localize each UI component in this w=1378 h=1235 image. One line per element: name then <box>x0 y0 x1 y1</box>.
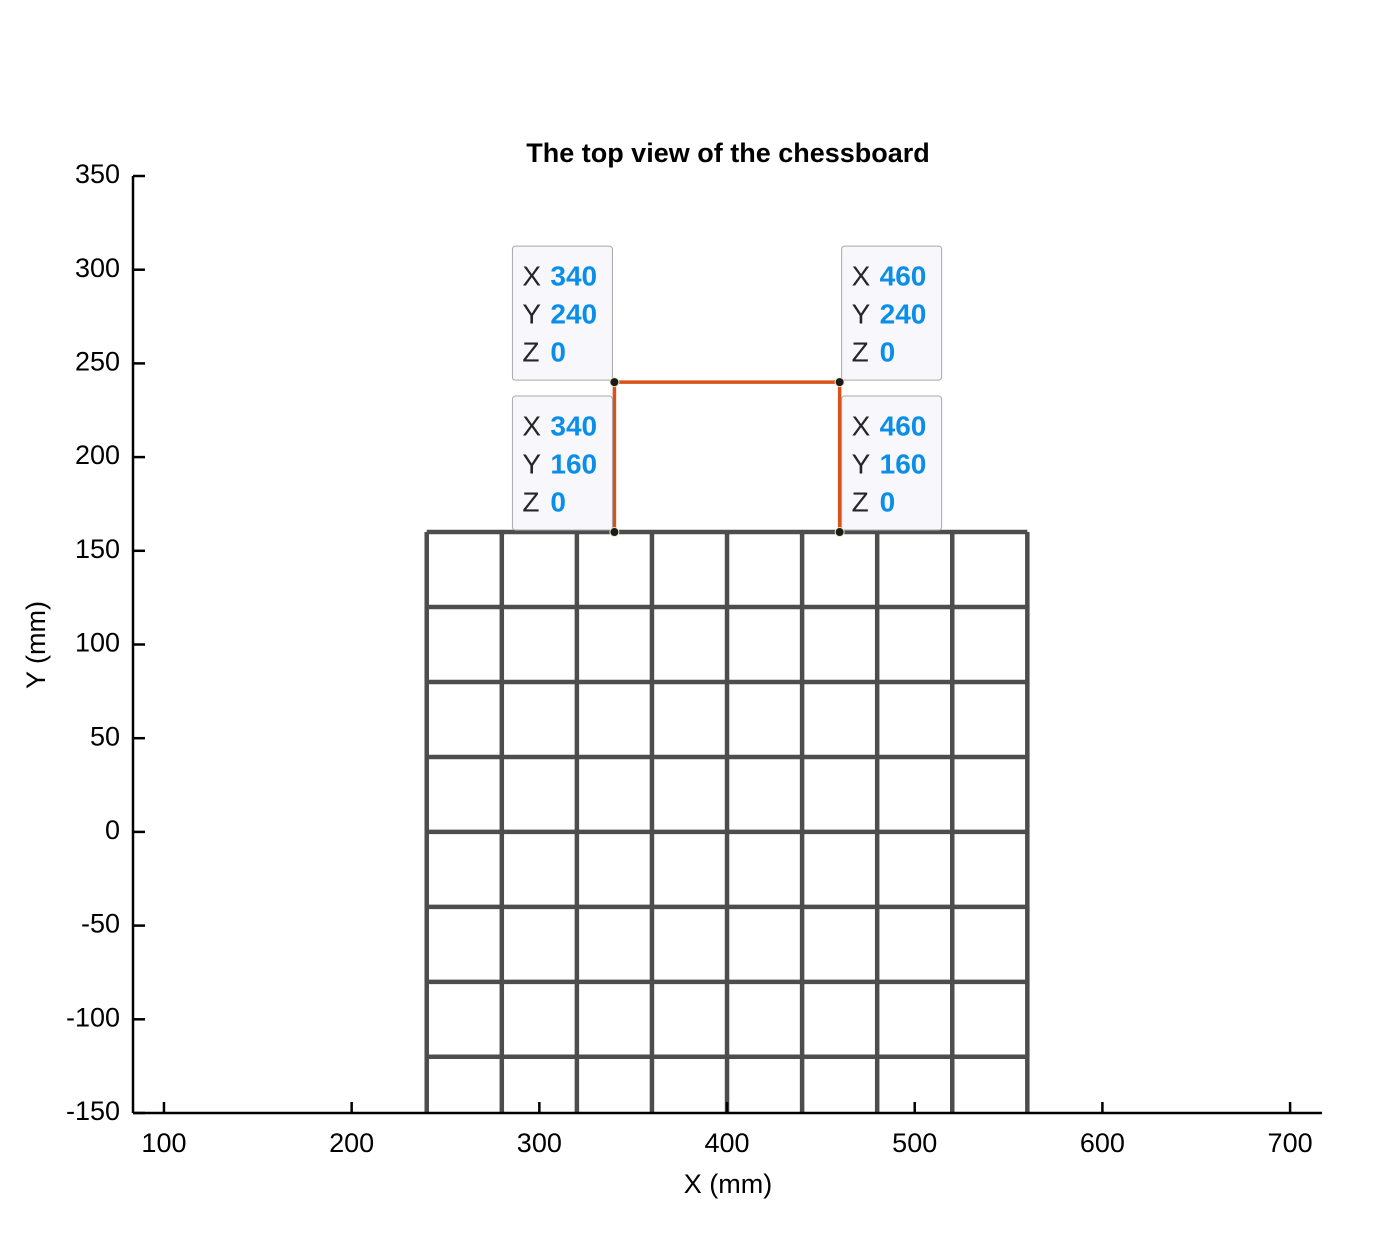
datatip-value: 160 <box>880 448 927 479</box>
datatip-label: X <box>852 261 871 292</box>
y-tick-label: 0 <box>105 815 120 845</box>
datatip-point <box>834 527 845 538</box>
datatip-value: 0 <box>880 337 896 368</box>
datatip-value: 240 <box>880 299 927 330</box>
datatip-value: 340 <box>550 410 597 441</box>
datatip-value: 0 <box>550 486 566 517</box>
datatip-label: Z <box>522 337 539 368</box>
datatip-point <box>609 527 620 538</box>
y-tick-label: 200 <box>75 440 120 470</box>
x-tick-label: 600 <box>1080 1128 1125 1158</box>
y-tick-label: 150 <box>75 534 120 564</box>
datatip-label: Y <box>852 448 871 479</box>
y-tick-label: 300 <box>75 253 120 283</box>
datatip-label: Z <box>522 486 539 517</box>
y-tick-label: -150 <box>66 1096 120 1126</box>
datatip-label: Y <box>852 299 871 330</box>
datatip-value: 340 <box>550 261 597 292</box>
y-tick-label: 100 <box>75 628 120 658</box>
datatip-box <box>511 395 613 531</box>
x-tick-label: 200 <box>329 1128 374 1158</box>
datatip-value: 160 <box>550 448 597 479</box>
datatip-point <box>609 377 620 388</box>
x-tick-label: 300 <box>517 1128 562 1158</box>
datatip-box <box>841 245 943 381</box>
datatip-point <box>834 377 845 388</box>
datatip-value: 460 <box>880 410 927 441</box>
datatip-label: X <box>522 261 541 292</box>
datatip-value: 0 <box>880 486 896 517</box>
datatip-label: X <box>852 410 871 441</box>
y-tick-label: -50 <box>81 909 120 939</box>
y-tick-label: 250 <box>75 347 120 377</box>
datatip-value: 460 <box>880 261 927 292</box>
path-line <box>612 380 842 533</box>
datatip-box <box>511 245 613 381</box>
datatip-value: 0 <box>550 337 566 368</box>
datatip-label: Z <box>852 337 869 368</box>
x-axis-label: X (mm) <box>684 1169 772 1199</box>
x-tick-label: 400 <box>704 1128 749 1158</box>
y-tick-label: 350 <box>75 159 120 189</box>
datatip-box <box>841 395 943 531</box>
y-axis-label: Y (mm) <box>21 601 51 689</box>
datatip-value: 240 <box>550 299 597 330</box>
y-tick-label: -100 <box>66 1002 120 1032</box>
y-tick-label: 50 <box>90 721 120 751</box>
x-tick-label: 700 <box>1268 1128 1313 1158</box>
x-tick-label: 500 <box>892 1128 937 1158</box>
x-tick-label: 100 <box>141 1128 186 1158</box>
datatip-label: Y <box>522 448 541 479</box>
datatip-label: X <box>522 410 541 441</box>
datatip-label: Z <box>852 486 869 517</box>
datatip-label: Y <box>522 299 541 330</box>
chart-title: The top view of the chessboard <box>526 138 930 168</box>
